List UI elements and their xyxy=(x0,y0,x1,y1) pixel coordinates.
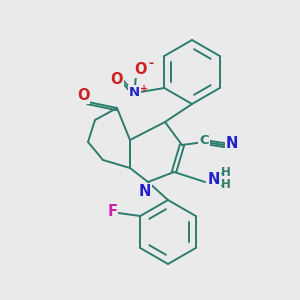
Text: O: O xyxy=(77,88,89,103)
Text: H: H xyxy=(221,167,231,179)
Text: N: N xyxy=(226,136,238,152)
Text: O: O xyxy=(134,61,146,76)
Text: H: H xyxy=(221,178,231,191)
Text: C: C xyxy=(199,134,209,148)
Text: N: N xyxy=(208,172,220,187)
Text: F: F xyxy=(107,205,117,220)
Text: N: N xyxy=(129,86,140,100)
Text: N: N xyxy=(139,184,151,200)
Text: -: - xyxy=(148,56,153,70)
Text: +: + xyxy=(140,84,148,94)
Text: O: O xyxy=(110,73,122,88)
